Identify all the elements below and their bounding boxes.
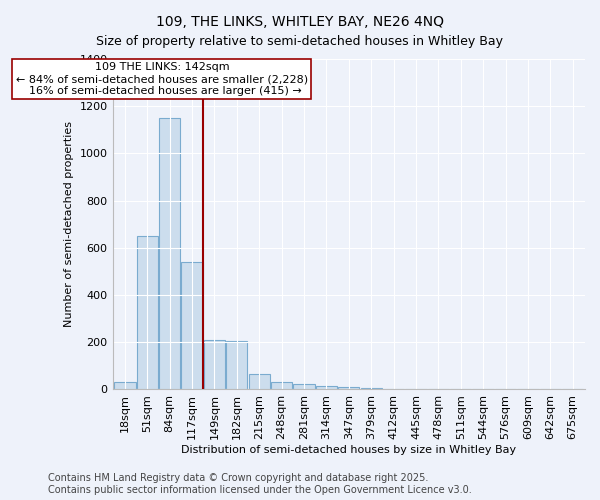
Bar xyxy=(338,387,359,390)
Text: Contains HM Land Registry data © Crown copyright and database right 2025.
Contai: Contains HM Land Registry data © Crown c… xyxy=(48,474,472,495)
Text: 109 THE LINKS: 142sqm
← 84% of semi-detached houses are smaller (2,228)
  16% of: 109 THE LINKS: 142sqm ← 84% of semi-deta… xyxy=(16,62,308,96)
Bar xyxy=(271,382,292,390)
Bar xyxy=(159,118,181,390)
Text: Size of property relative to semi-detached houses in Whitley Bay: Size of property relative to semi-detach… xyxy=(97,35,503,48)
Text: 109, THE LINKS, WHITLEY BAY, NE26 4NQ: 109, THE LINKS, WHITLEY BAY, NE26 4NQ xyxy=(156,15,444,29)
Bar xyxy=(181,262,203,390)
Bar xyxy=(226,341,247,390)
Bar xyxy=(137,236,158,390)
X-axis label: Distribution of semi-detached houses by size in Whitley Bay: Distribution of semi-detached houses by … xyxy=(181,445,517,455)
Bar xyxy=(114,382,136,390)
Bar xyxy=(361,388,382,390)
Bar xyxy=(316,386,337,390)
Bar xyxy=(204,340,225,390)
Bar xyxy=(248,374,270,390)
Bar xyxy=(293,384,314,390)
Y-axis label: Number of semi-detached properties: Number of semi-detached properties xyxy=(64,121,74,327)
